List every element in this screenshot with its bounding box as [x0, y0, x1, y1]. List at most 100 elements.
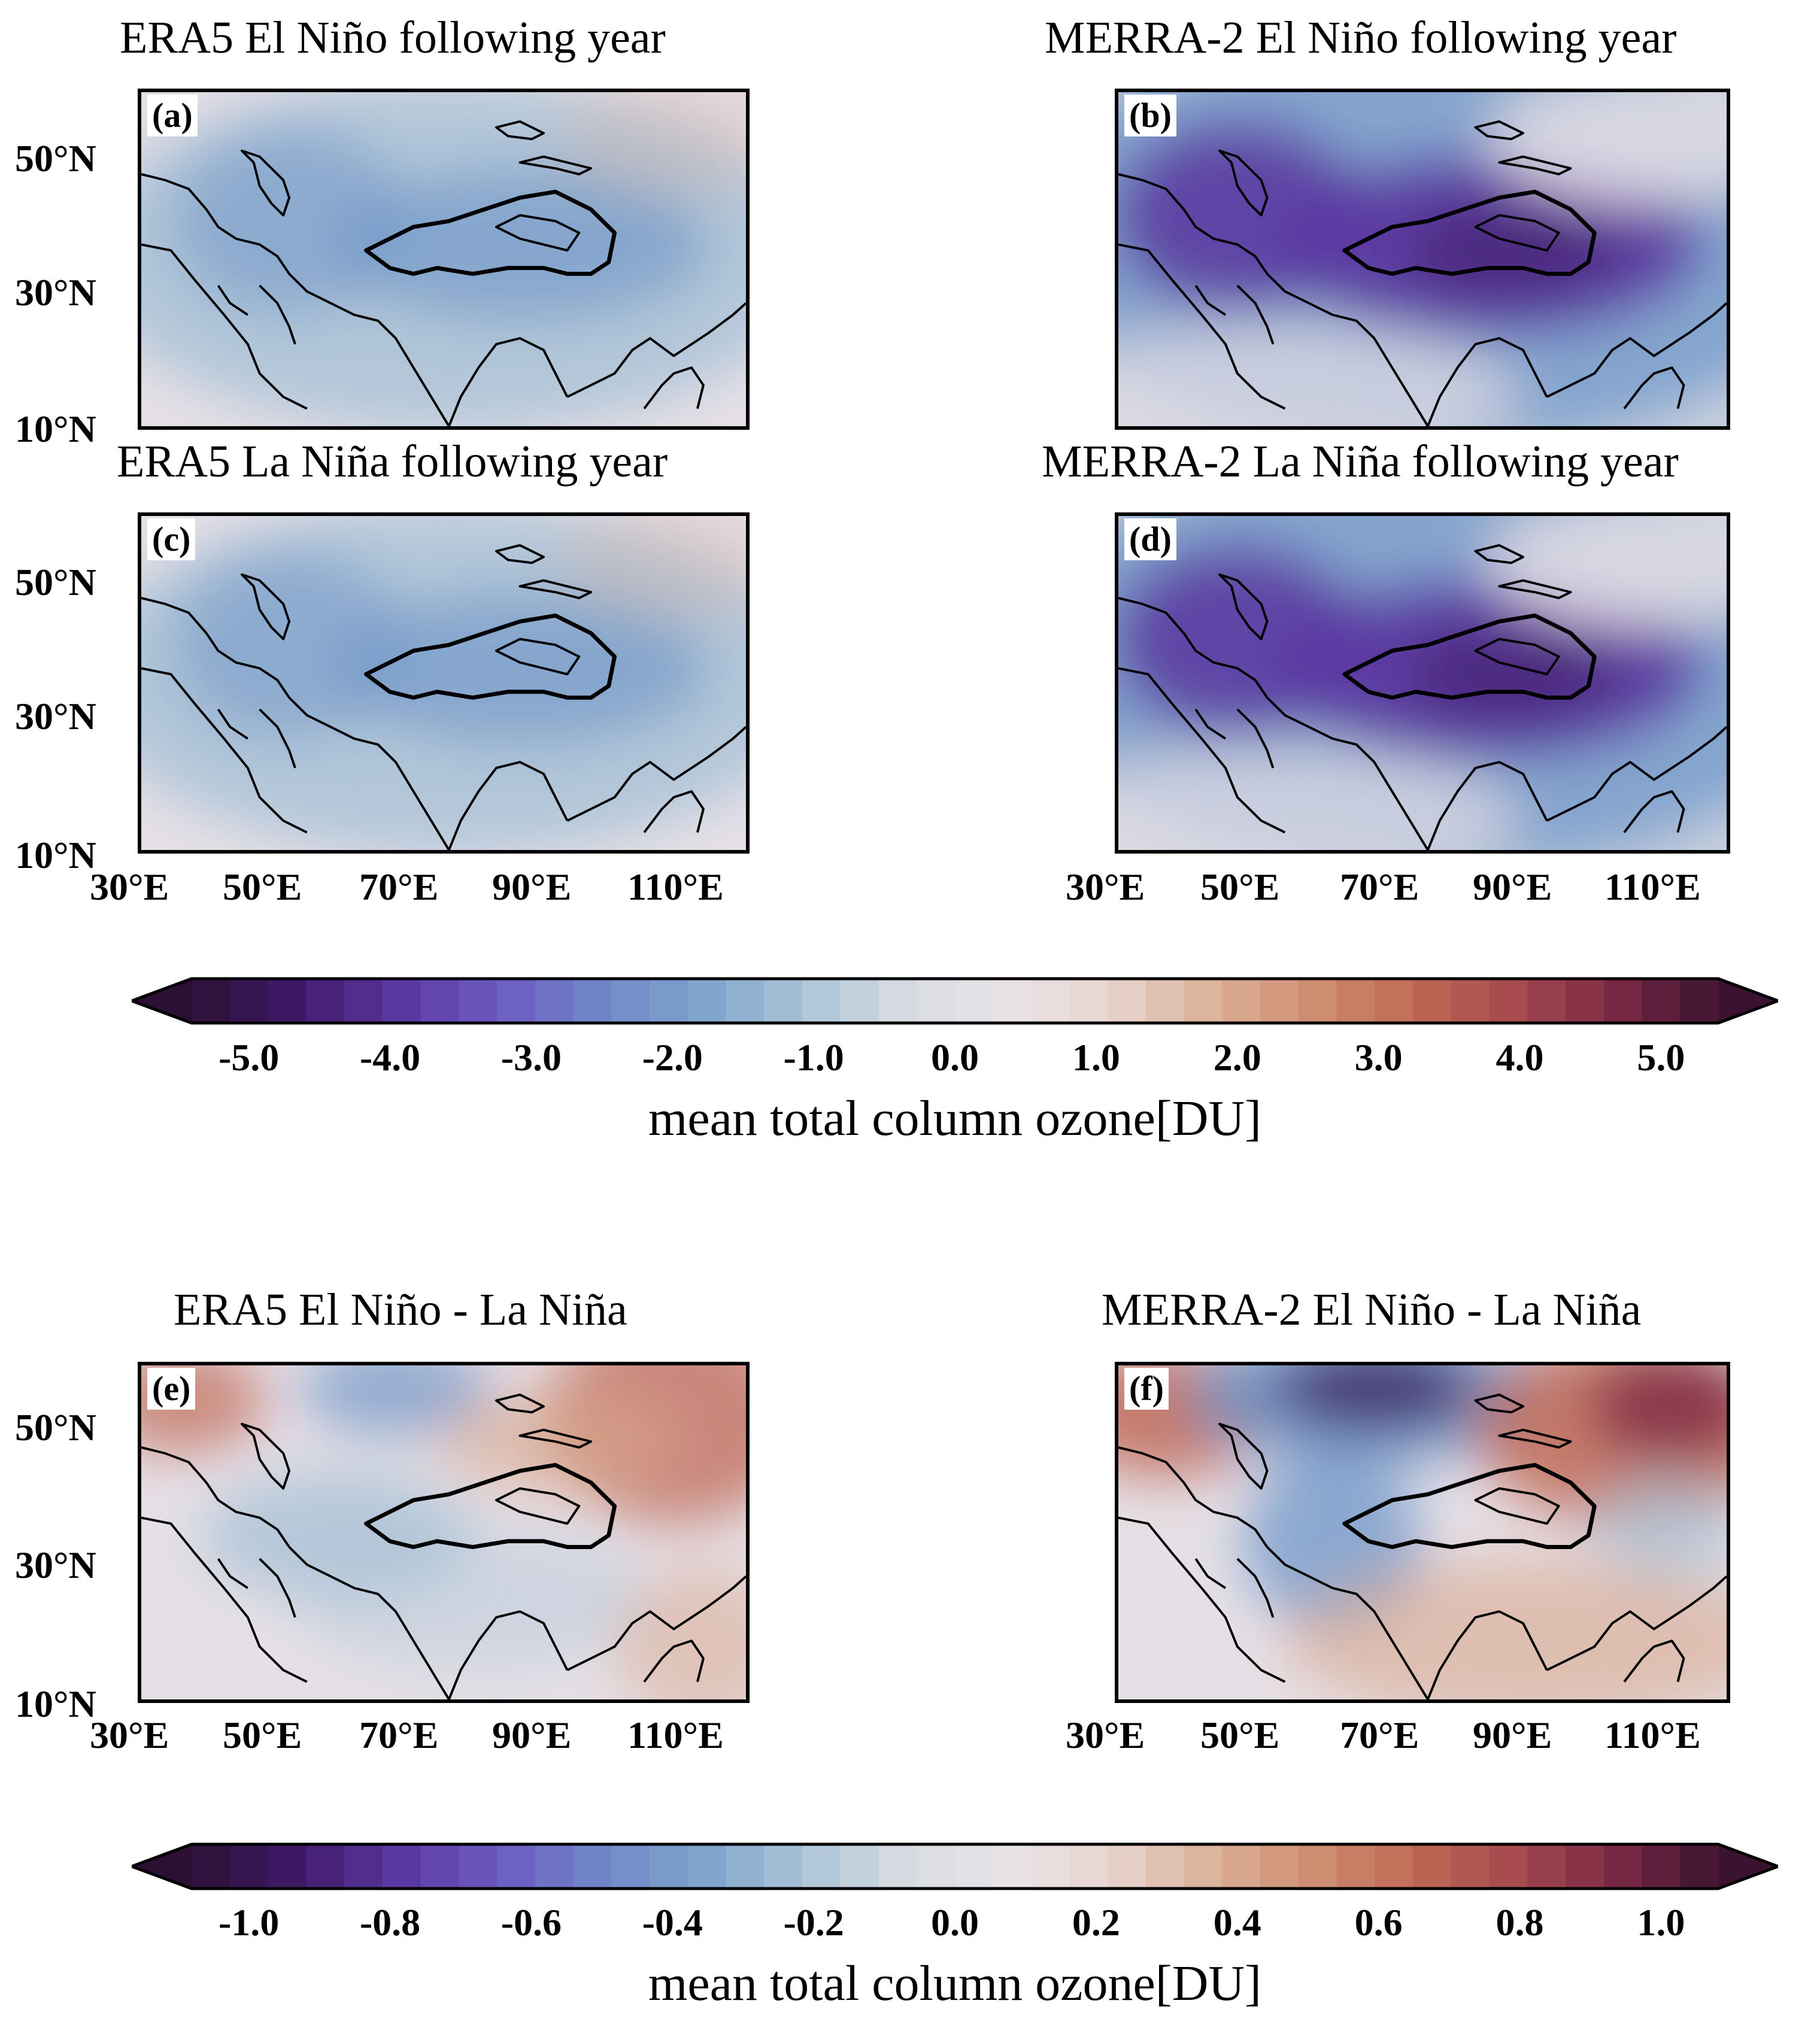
colorbar-bin	[535, 979, 574, 1022]
colorbar-bottom-tick: -1.0	[218, 1901, 280, 1944]
map-panel-e: (e)	[138, 1362, 750, 1703]
coastline-5	[1623, 790, 1685, 833]
colorbar-bin	[764, 1845, 803, 1888]
coastline-10	[1474, 120, 1524, 141]
coastline-1	[1118, 1516, 1286, 1683]
anomaly-blob-6	[1594, 1477, 1727, 1583]
lon-tick-d-30: 30°E	[1066, 866, 1145, 908]
coastline-10	[495, 1393, 545, 1414]
map-panel-c: (c)	[138, 512, 750, 854]
coastline-2	[288, 273, 450, 426]
colorbar-bin	[535, 1845, 574, 1888]
anomaly-blob-7	[1285, 1559, 1727, 1699]
colorbar-bin	[1642, 1845, 1681, 1888]
coastline-6	[1218, 1422, 1269, 1490]
lon-tick-d-70: 70°E	[1340, 866, 1419, 908]
colorbar-bin	[1566, 1845, 1604, 1888]
colorbar-bin	[1375, 979, 1413, 1022]
colorbar-bin	[1145, 1845, 1185, 1888]
colorbar-bin	[306, 1845, 345, 1888]
map-graphic-a	[141, 92, 746, 426]
lon-tick-c-50: 50°E	[223, 866, 302, 908]
colorbar-top-tick: 0.0	[931, 1036, 979, 1079]
map-graphic-d	[1118, 516, 1727, 850]
coastline-4	[1546, 302, 1727, 398]
colorbar-bin	[1298, 1845, 1337, 1888]
colorbar-bin	[1108, 979, 1146, 1022]
coastline-12	[1194, 284, 1227, 316]
colorbar-bin	[459, 1845, 498, 1888]
colorbar-bin	[917, 979, 956, 1022]
coastline-7	[364, 1462, 617, 1549]
anomaly-blob-6	[614, 1564, 746, 1699]
coastline-10	[495, 544, 545, 564]
coastline-11	[259, 1558, 296, 1618]
colorbar-bottom-tick: 0.6	[1354, 1901, 1403, 1944]
colorbar-bin	[993, 1845, 1032, 1888]
colorbar-bin	[878, 979, 918, 1022]
colorbar-bin	[1222, 1845, 1261, 1888]
anomaly-blob-5	[1118, 326, 1517, 426]
panel-title-a: ERA5 El Niño following year	[120, 13, 666, 63]
panel-label-d: (d)	[1124, 518, 1176, 560]
panel-title-d: MERRA-2 La Niña following year	[1042, 436, 1679, 487]
colorbar-bin	[192, 979, 230, 1022]
lat-tick-a-50: 50°N	[15, 137, 96, 180]
panel-label-b: (b)	[1124, 95, 1176, 136]
coastline-1	[1118, 667, 1286, 834]
coastline-9	[518, 579, 593, 600]
lat-tick-a-30: 30°N	[15, 271, 96, 314]
colorbar-bin	[1031, 979, 1070, 1022]
colorbar-bin	[1108, 1845, 1146, 1888]
coastline-11	[259, 708, 296, 769]
panel-title-e: ERA5 El Niño - La Niña	[174, 1285, 627, 1335]
coastline-6	[241, 1422, 291, 1490]
lat-tick-e-30: 30°N	[15, 1544, 96, 1586]
coastline-3	[1427, 1610, 1548, 1699]
coastline-0	[1118, 173, 1269, 275]
coastline-3	[448, 1610, 569, 1699]
colorbar-bin	[1031, 1845, 1070, 1888]
anomaly-blob-5	[1118, 750, 1517, 850]
lon-tick-e-30: 30°E	[90, 1714, 169, 1756]
colorbar-bin	[344, 1845, 383, 1888]
coastline-5	[643, 366, 705, 409]
colorbar-bin	[1298, 979, 1337, 1022]
colorbar-bin	[1336, 979, 1376, 1022]
lon-tick-c-110: 110°E	[627, 866, 724, 908]
colorbar-bin	[1603, 1845, 1643, 1888]
colorbar-graphic-top	[127, 977, 1783, 1025]
coastline-6	[241, 573, 291, 640]
coastline-7	[364, 189, 617, 276]
anomaly-blob-2	[330, 168, 709, 321]
coastline-5	[1623, 1640, 1685, 1683]
coastline-9	[518, 1428, 593, 1449]
lat-tick-c-50: 50°N	[15, 561, 96, 603]
coastline-4	[566, 1575, 746, 1671]
coastline-7	[364, 613, 617, 700]
colorbar-bottom-tick: 0.8	[1496, 1901, 1544, 1944]
coastline-4	[1546, 725, 1727, 822]
coastline-12	[1194, 1558, 1227, 1589]
coastline-12	[217, 1558, 248, 1589]
colorbar-bin	[1489, 979, 1528, 1022]
coastline-1	[141, 1516, 308, 1683]
lat-tick-c-30: 30°N	[15, 695, 96, 737]
lon-tick-c-90: 90°E	[492, 866, 572, 908]
lat-tick-e-50: 50°N	[15, 1406, 96, 1449]
colorbar-bin	[1145, 979, 1185, 1022]
colorbar-top-tick: -4.0	[359, 1036, 421, 1079]
anomaly-blob-3	[555, 516, 746, 622]
colorbar-bottom-label: mean total column ozone[DU]	[648, 1956, 1261, 2011]
colorbar-bin	[192, 1845, 230, 1888]
colorbar-bin	[268, 1845, 307, 1888]
map-panel-f: (f)	[1115, 1362, 1730, 1703]
panel-label-c: (c)	[147, 518, 196, 560]
panel-label-a: (a)	[147, 95, 198, 136]
map-graphic-b	[1118, 92, 1727, 426]
colorbar-top	[127, 977, 1783, 1025]
colorbar-extend-low	[132, 979, 192, 1022]
coastline-8	[495, 214, 581, 252]
colorbar-bin	[382, 1845, 421, 1888]
colorbar-bin	[840, 979, 879, 1022]
